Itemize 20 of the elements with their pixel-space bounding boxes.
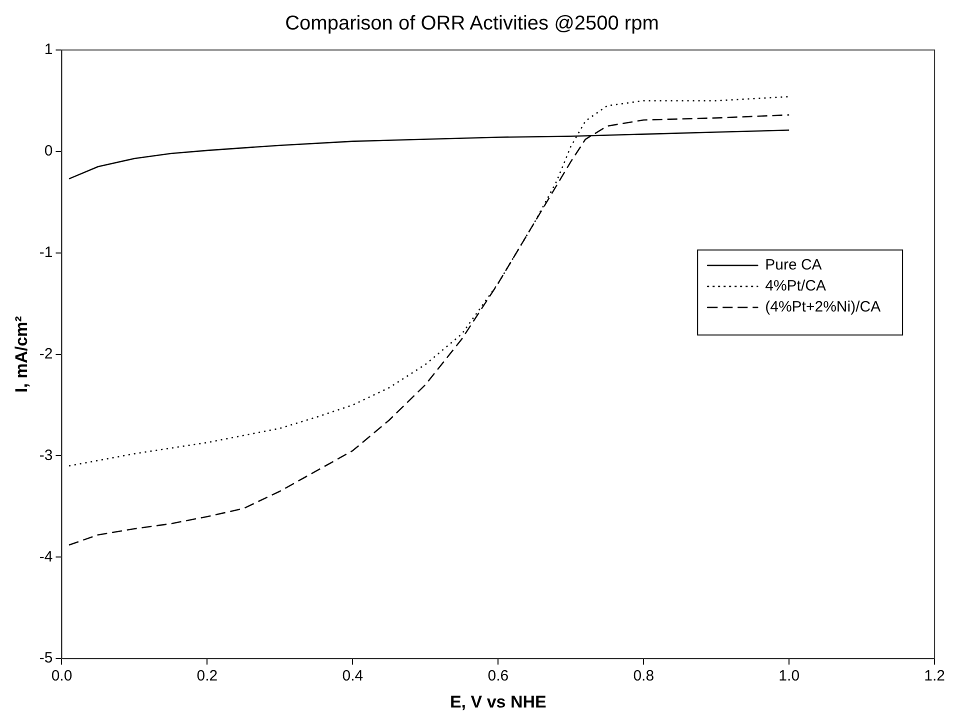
x-tick-label: 0.0 — [51, 668, 72, 685]
x-tick-label: 0.2 — [196, 668, 218, 685]
x-tick-label: 1.0 — [778, 668, 800, 685]
legend-label: (4%Pt+2%Ni)/CA — [765, 298, 881, 316]
chart-title: Comparison of ORR Activities @2500 rpm — [285, 12, 659, 35]
x-tick-label: 0.6 — [488, 668, 509, 685]
y-tick-label: -2 — [39, 345, 53, 362]
y-tick-label: 1 — [44, 41, 53, 58]
y-tick-label: -3 — [39, 446, 53, 464]
legend-label: 4%Pt/CA — [765, 278, 826, 295]
y-tick-label: 0 — [44, 142, 53, 160]
y-axis-title: I, mA/cm² — [12, 316, 31, 393]
x-tick-label: 1.2 — [924, 668, 946, 685]
x-tick-label: 0.4 — [342, 668, 364, 685]
x-axis-title: E, V vs NHE — [450, 692, 546, 712]
y-tick-label: -4 — [39, 548, 53, 566]
x-tick-label: 0.8 — [633, 668, 654, 685]
legend-label: Pure CA — [765, 256, 822, 274]
y-tick-label: -5 — [39, 650, 53, 667]
y-tick-label: -1 — [39, 244, 53, 262]
